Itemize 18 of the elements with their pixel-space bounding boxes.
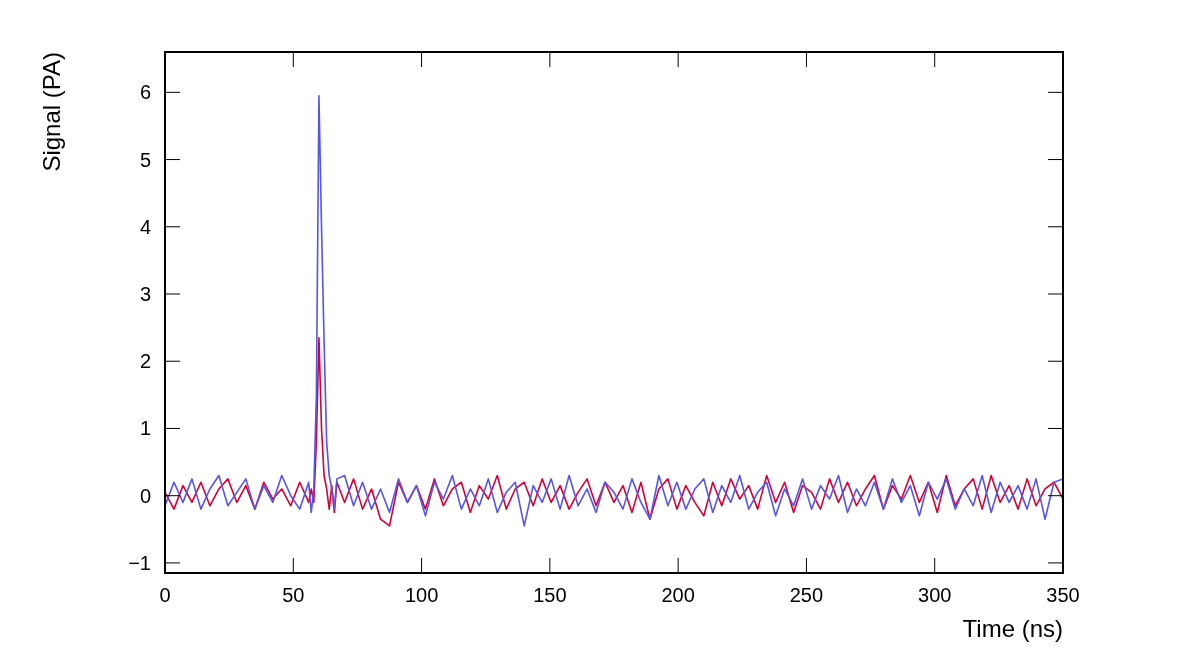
x-tick-label: 100 [404,584,439,606]
x-tick-label: 300 [918,584,952,606]
y-tick-label: 3 [139,283,151,306]
y-tick-label: −1 [128,551,151,574]
x-tick-label: 350 [1046,584,1080,606]
x-tick-label: 150 [533,584,567,606]
x-tick-label: 250 [789,584,824,606]
y-tick-label: 0 [139,484,151,507]
x-tick-label: 0 [159,584,171,606]
y-tick-label: 6 [139,81,151,104]
y-tick-label: 4 [139,215,151,238]
x-tick-label: 50 [282,584,305,606]
x-axis-title: Time (ns) [962,615,1063,642]
y-tick-label: 5 [139,148,151,171]
y-tick-label: 2 [139,350,151,373]
y-axis-title: Signal (PA) [38,52,65,172]
y-tick-label: 1 [139,417,151,440]
x-tick-label: 200 [661,584,695,606]
